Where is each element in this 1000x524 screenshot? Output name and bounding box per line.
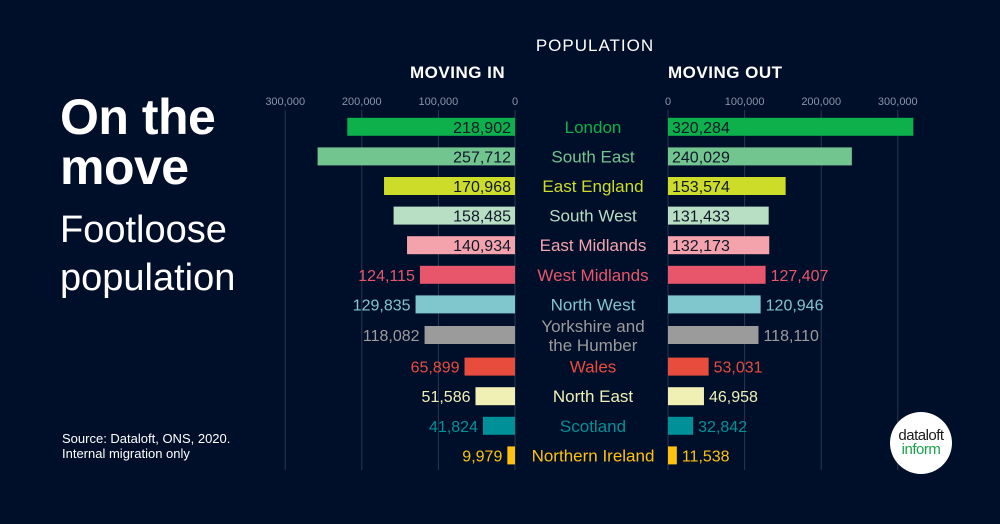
category-label: South East xyxy=(551,147,634,166)
bar-moving-in xyxy=(407,236,515,255)
value-label-in: 41,824 xyxy=(429,419,478,436)
bar-moving-out xyxy=(668,177,786,195)
bar-moving-in xyxy=(475,387,515,406)
category-label: East England xyxy=(542,177,643,196)
value-label-in: 124,115 xyxy=(358,268,415,285)
bar-moving-in xyxy=(507,446,515,465)
value-label-in: 158,485 xyxy=(453,209,511,226)
title: On the move xyxy=(60,89,216,195)
category-label: East Midlands xyxy=(540,236,647,255)
tick-label-right: 100,000 xyxy=(725,96,765,108)
category-label: Wales xyxy=(570,358,617,377)
category-label: South West xyxy=(549,207,637,226)
bar-moving-in xyxy=(424,326,515,344)
source-note: Source: Dataloft, ONS, 2020. Internal mi… xyxy=(62,431,230,461)
value-label-out: 240,029 xyxy=(672,149,730,166)
value-label-in: 218,902 xyxy=(453,120,511,137)
value-label-out: 320,284 xyxy=(672,120,730,137)
value-label-out: 132,173 xyxy=(672,238,730,255)
source-line-1: Source: Dataloft, ONS, 2020. xyxy=(62,431,231,446)
moving-out-header: MOVING OUT xyxy=(668,63,783,82)
bar-moving-out xyxy=(668,446,677,465)
bar-moving-out xyxy=(668,117,914,136)
dataloft-logo: dataloft inform xyxy=(890,412,952,474)
tick-label-right: 200,000 xyxy=(801,96,841,108)
tick-label-right: 300,000 xyxy=(878,96,918,108)
value-label-in: 51,586 xyxy=(422,389,471,406)
bar-moving-in xyxy=(482,416,515,435)
bar-moving-in xyxy=(384,177,515,195)
value-label-out: 118,110 xyxy=(763,328,819,345)
bar-moving-in xyxy=(415,295,515,314)
bar-moving-out xyxy=(668,326,759,344)
bar-moving-in xyxy=(464,357,515,376)
tick-label-left: 100,000 xyxy=(419,96,459,108)
logo-text-2: inform xyxy=(901,441,941,458)
value-label-out: 11,538 xyxy=(682,448,730,465)
category-label: North East xyxy=(553,387,634,406)
value-label-out: 32,842 xyxy=(698,419,747,436)
bar-moving-out xyxy=(668,265,766,284)
subtitle: Footloose population xyxy=(60,209,236,299)
category-label: West Midlands xyxy=(537,266,648,285)
value-label-in: 140,934 xyxy=(453,238,511,255)
value-label-out: 131,433 xyxy=(672,209,730,226)
value-label-out: 53,031 xyxy=(714,360,763,377)
bar-moving-in xyxy=(347,117,515,136)
value-label-in: 118,082 xyxy=(363,328,420,345)
bar-moving-in xyxy=(419,265,515,284)
category-label: Northern Ireland xyxy=(532,446,655,465)
value-label-in: 129,835 xyxy=(353,297,411,314)
moving-in-header: MOVING IN xyxy=(410,63,506,82)
bar-moving-out xyxy=(668,387,704,406)
value-label-in: 257,712 xyxy=(453,149,511,166)
value-label-out: 46,958 xyxy=(709,389,758,406)
tick-label-left: 0 xyxy=(512,96,518,108)
category-label: Scotland xyxy=(560,417,626,436)
tick-label-left: 300,000 xyxy=(265,96,305,108)
bar-moving-out xyxy=(668,416,694,435)
chart-title: POPULATION xyxy=(535,36,655,55)
bar-moving-out xyxy=(668,206,769,225)
value-label-in: 170,968 xyxy=(453,179,511,196)
category-label: Yorkshire and xyxy=(541,317,644,336)
category-label: the Humber xyxy=(549,336,638,355)
value-label-in: 65,899 xyxy=(411,360,460,377)
value-label-out: 153,574 xyxy=(672,179,730,196)
bar-moving-out xyxy=(668,147,852,166)
logo-text-1: dataloft xyxy=(898,427,944,444)
bar-moving-in xyxy=(317,147,515,166)
source-line-2: Internal migration only xyxy=(62,446,190,461)
category-label: North West xyxy=(551,295,636,314)
bar-moving-out xyxy=(668,295,761,314)
tick-label-left: 200,000 xyxy=(342,96,382,108)
bar-moving-out xyxy=(668,236,770,255)
value-label-in: 9,979 xyxy=(462,448,502,465)
tick-label-right: 0 xyxy=(665,96,671,108)
value-label-out: 120,946 xyxy=(766,297,824,314)
bar-moving-out xyxy=(668,357,709,376)
value-label-out: 127,407 xyxy=(771,268,829,285)
bar-moving-in xyxy=(393,206,515,225)
category-label: London xyxy=(565,118,622,137)
